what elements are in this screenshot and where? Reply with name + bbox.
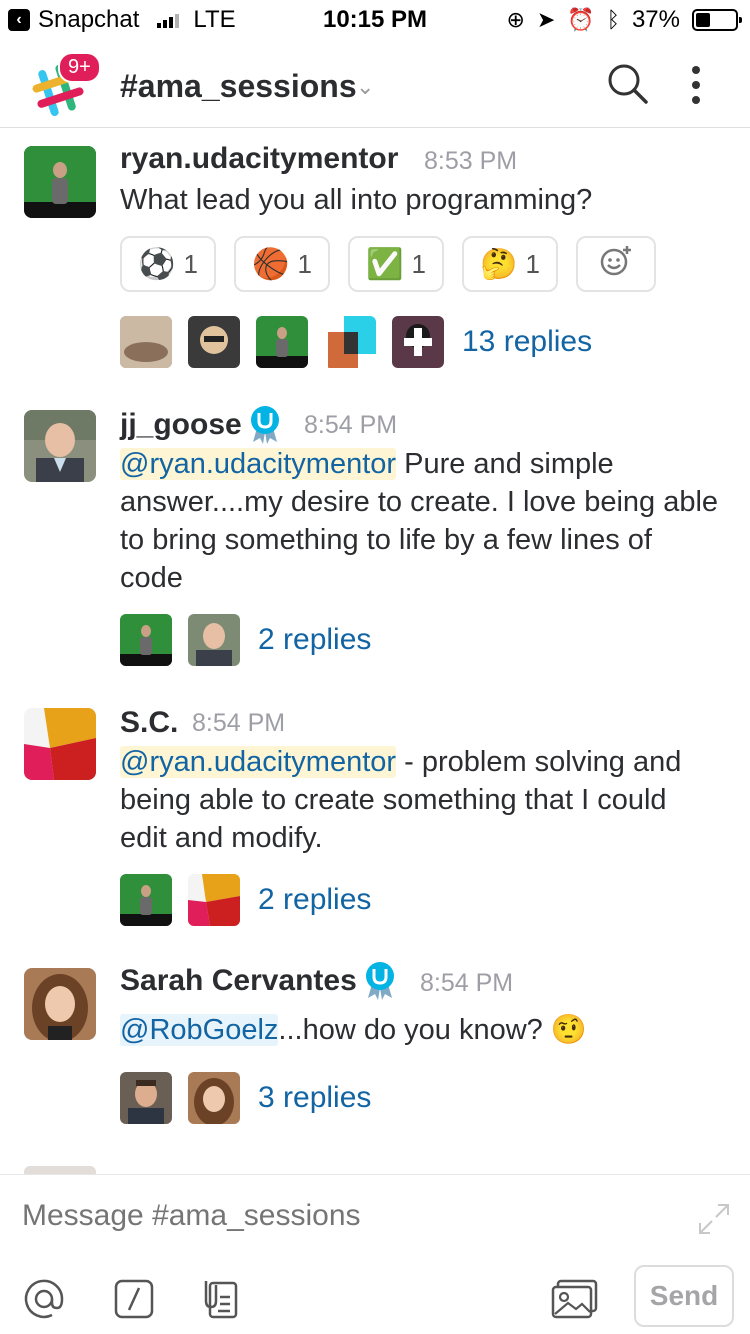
clock: 10:15 PM — [322, 6, 428, 33]
author-name[interactable]: ryan.udacitymentor — [120, 142, 399, 175]
mention-link[interactable]: @RobGoelz — [120, 1014, 279, 1046]
avatar — [392, 316, 444, 368]
author-name[interactable]: Sarah Cervantes — [120, 964, 357, 997]
avatar[interactable] — [24, 968, 96, 1040]
verified-badge-icon — [362, 960, 398, 1000]
mention-link[interactable]: @ryan.udacitymentor — [120, 448, 397, 480]
avatar — [188, 316, 240, 368]
status-bar: ‹ Snapchat LTE 10:15 PM ⊕ ➤ ⏰ ᛒ 37% — [0, 0, 750, 40]
avatar — [188, 614, 240, 666]
soccer-ball-icon: ⚽ — [138, 247, 176, 281]
chevron-down-icon[interactable]: ⌄ — [356, 74, 375, 99]
bluetooth-icon: ᛒ — [606, 7, 620, 32]
check-mark-icon: ✅ — [366, 247, 404, 281]
reaction-count: 1 — [411, 248, 426, 279]
slash-command-icon[interactable] — [112, 1277, 156, 1321]
message-body: Pure and simple answer....my desire to c… — [120, 448, 719, 594]
mention-icon[interactable] — [22, 1277, 66, 1321]
back-app-label: Snapchat — [38, 6, 140, 33]
message-text: @RobGoelz...how do you know? 🤨 — [120, 1011, 720, 1049]
location-icon: ➤ — [536, 7, 556, 32]
battery-percent: 37% — [631, 6, 680, 33]
message-body: - problem solving and being able to crea… — [120, 746, 682, 854]
channel-title[interactable]: #ama_sessions — [120, 68, 357, 104]
network-label: LTE — [193, 6, 236, 33]
avatar — [120, 1072, 172, 1124]
thinking-face-icon: 🤔 — [480, 247, 518, 281]
avatar — [324, 316, 376, 368]
message-text: @ryan.udacitymentor - problem solving an… — [120, 743, 720, 857]
thread-summary[interactable]: 2 replies — [120, 614, 371, 666]
add-reaction-icon — [599, 244, 633, 285]
reaction-basketball[interactable]: 🏀 1 — [234, 236, 330, 292]
message-text: @ryan.udacitymentor Pure and simple answ… — [120, 445, 720, 597]
timestamp: 8:54 PM — [192, 709, 286, 737]
reaction-count: 1 — [183, 248, 198, 279]
reaction-count: 1 — [297, 248, 312, 279]
replies-link[interactable]: 2 replies — [258, 883, 372, 916]
reaction-thinking[interactable]: 🤔 1 — [462, 236, 558, 292]
back-to-app-button[interactable]: ‹ Snapchat LTE — [8, 6, 236, 34]
avatar[interactable] — [24, 410, 96, 482]
author-name[interactable]: jj_goose — [120, 408, 242, 441]
avatar — [256, 316, 308, 368]
next-message-peek — [24, 1166, 96, 1174]
mention-link[interactable]: @ryan.udacitymentor — [120, 746, 397, 778]
message-composer: Send — [0, 1174, 750, 1334]
message-input[interactable] — [22, 1199, 662, 1233]
rotation-lock-icon: ⊕ — [506, 7, 525, 32]
author-name[interactable]: S.C. — [120, 706, 179, 739]
more-options-icon[interactable] — [684, 64, 708, 106]
alarm-icon: ⏰ — [567, 7, 595, 32]
avatar[interactable] — [24, 708, 96, 780]
unread-badge: 9+ — [58, 52, 101, 83]
avatar — [120, 874, 172, 926]
search-icon[interactable] — [606, 62, 650, 106]
verified-badge-icon — [247, 404, 283, 444]
reaction-check[interactable]: ✅ 1 — [348, 236, 444, 292]
avatar — [188, 1072, 240, 1124]
battery-icon — [692, 9, 742, 31]
thread-summary[interactable]: 3 replies — [120, 1072, 371, 1124]
thread-summary[interactable]: 2 replies — [120, 874, 371, 926]
timestamp: 8:54 PM — [420, 969, 514, 997]
avatar — [120, 614, 172, 666]
replies-link[interactable]: 2 replies — [258, 623, 372, 656]
avatar[interactable] — [24, 146, 96, 218]
avatar — [120, 316, 172, 368]
reaction-count: 1 — [525, 248, 540, 279]
photo-gallery-icon[interactable] — [550, 1277, 600, 1321]
chevron-left-icon: ‹ — [8, 9, 30, 31]
timestamp: 8:53 PM — [424, 147, 518, 175]
signal-icon — [157, 12, 180, 28]
avatar — [188, 874, 240, 926]
message-text: What lead you all into programming? — [120, 184, 593, 216]
send-button[interactable]: Send — [634, 1265, 734, 1327]
message-body: ...how do you know? 🤨 — [278, 1014, 587, 1046]
thread-summary[interactable]: 13 replies — [120, 316, 592, 368]
basketball-icon: 🏀 — [252, 247, 290, 281]
reaction-soccer[interactable]: ⚽ 1 — [120, 236, 216, 292]
add-reaction-button[interactable] — [576, 236, 656, 292]
timestamp: 8:54 PM — [304, 411, 398, 439]
replies-link[interactable]: 13 replies — [462, 325, 593, 358]
expand-icon[interactable] — [696, 1201, 732, 1237]
reactions: ⚽ 1 🏀 1 ✅ 1 🤔 1 — [120, 236, 656, 292]
attach-file-icon[interactable] — [198, 1277, 242, 1321]
replies-link[interactable]: 3 replies — [258, 1081, 372, 1114]
channel-header: 9+ #ama_sessions ⌄ — [0, 42, 750, 128]
